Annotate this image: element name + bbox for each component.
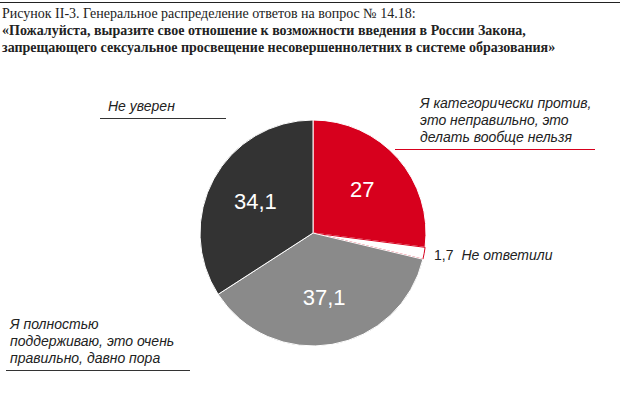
svg-text:34,1: 34,1 xyxy=(234,189,277,214)
html-text:Я полностью поддерживаю, это о: Я полностью поддерживаю, это очень прави… xyxy=(10,316,175,366)
html-text:Я категорически против, это не: Я категорически против, это неправильно,… xyxy=(420,95,592,145)
svg-text:37,1: 37,1 xyxy=(303,285,346,310)
svg-text:1,7Не ответили: 1,7Не ответили xyxy=(434,247,553,263)
html-text:«Пожалуйста, выразите свое отн: «Пожалуйста, выразите свое отношение к в… xyxy=(2,23,556,55)
svg-text:27: 27 xyxy=(350,177,374,202)
html-text:Не уверен: Не уверен xyxy=(108,98,175,114)
html-text:Рисунок II-3. Генеральное расп: Рисунок II-3. Генеральное распределение … xyxy=(2,6,416,21)
